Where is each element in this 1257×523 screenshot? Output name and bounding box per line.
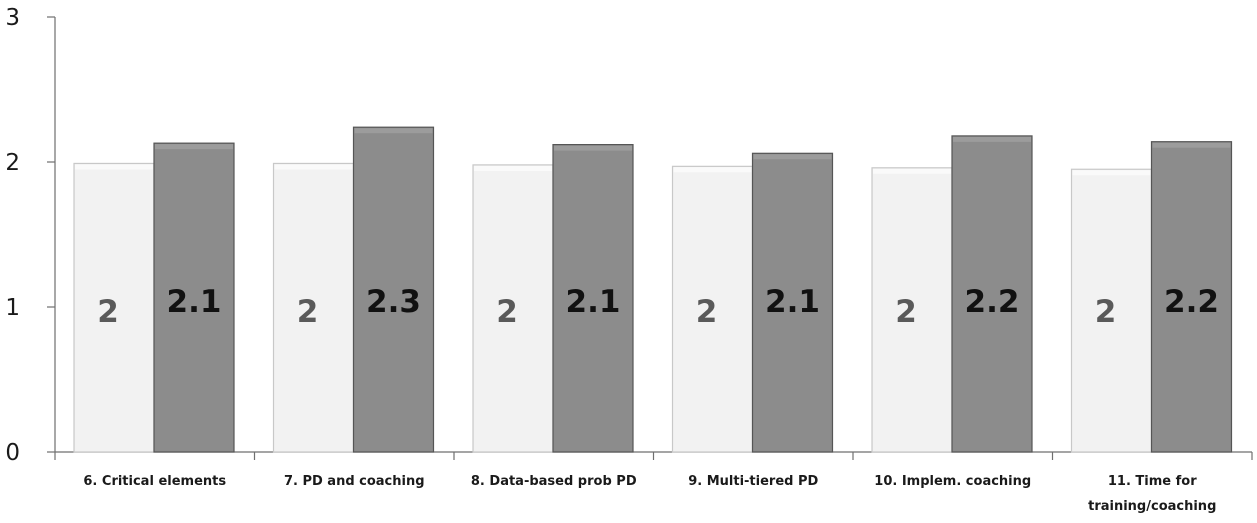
bar-highlight: [155, 144, 233, 150]
bar-2: [552, 144, 634, 453]
data-label: 2.1: [566, 284, 621, 320]
bar-2: [751, 152, 834, 453]
bar-1: [1070, 168, 1153, 453]
bar-highlight: [274, 164, 353, 170]
bar-1: [272, 162, 355, 453]
bar-highlight: [75, 164, 153, 170]
bar-2: [352, 126, 435, 453]
data-label: 2.2: [1164, 284, 1219, 320]
bar-highlight: [673, 167, 752, 173]
y-tick-label: 1: [5, 295, 20, 321]
bar-highlight: [1072, 170, 1151, 176]
data-label: 2: [297, 294, 319, 330]
x-category-label: training/coaching: [1088, 499, 1216, 514]
bar-1: [671, 165, 754, 453]
y-tick-label: 3: [5, 5, 20, 31]
y-tick-label: 2: [5, 150, 20, 176]
bar-2: [1150, 141, 1233, 453]
x-category-label: 10. Implem. coaching: [874, 474, 1031, 489]
x-category-label: 7. PD and coaching: [284, 474, 425, 489]
bar-highlight: [554, 145, 632, 151]
bar-highlight: [1152, 142, 1231, 148]
bar-highlight: [753, 154, 832, 160]
labels: 2 2.1 6. Critical elements 2 2.3 7. PD and co…: [83, 284, 1219, 514]
data-label: 2.3: [366, 284, 421, 320]
bar-2: [153, 142, 235, 453]
data-label: 2: [895, 294, 917, 330]
data-label: 2.1: [167, 284, 222, 320]
data-label: 2: [1095, 294, 1117, 330]
data-label: 2.2: [965, 284, 1020, 320]
bar-1: [472, 164, 554, 453]
bar-1: [871, 167, 953, 453]
axes: 0 1 2 3: [5, 5, 1253, 466]
bar-highlight: [474, 165, 552, 171]
x-category-label: 8. Data-based prob PD: [471, 474, 637, 489]
bar-1: [73, 162, 155, 453]
x-category-label: 6. Critical elements: [83, 474, 226, 489]
bar-highlight: [354, 128, 433, 134]
data-label: 2.1: [765, 284, 820, 320]
bar-highlight: [953, 136, 1031, 142]
data-label: 2: [696, 294, 718, 330]
x-category-label: 9. Multi-tiered PD: [688, 474, 818, 489]
bars: [73, 126, 1233, 453]
bar-highlight: [873, 168, 951, 174]
data-label: 2: [496, 294, 518, 330]
data-label: 2: [97, 294, 119, 330]
x-category-label: 11. Time for: [1108, 474, 1197, 489]
y-tick-label: 0: [5, 440, 20, 466]
bar-2: [951, 135, 1033, 453]
